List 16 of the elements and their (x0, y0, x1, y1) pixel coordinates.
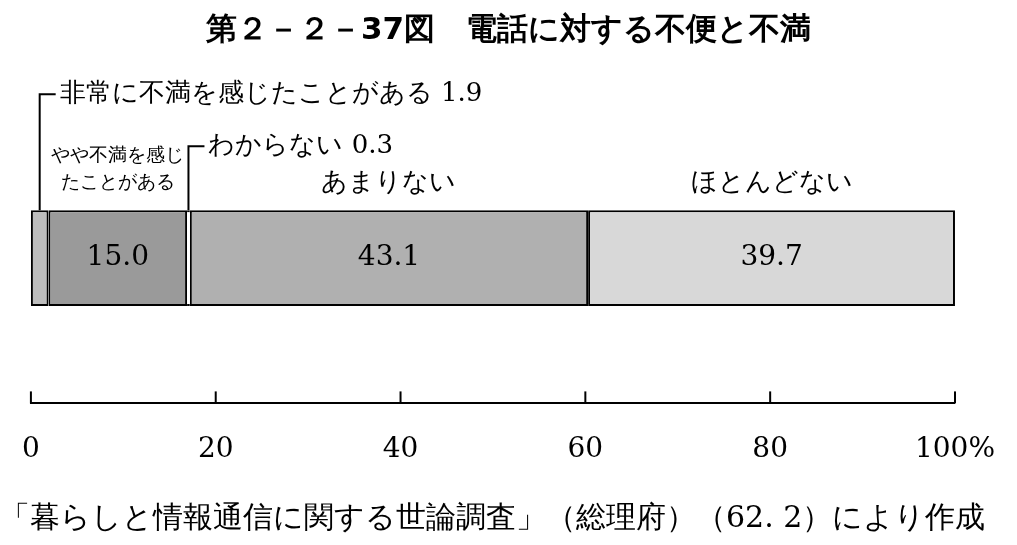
text: わからない 0.3 (208, 129, 394, 160)
series-label: やや不満を感じたことがある (51, 143, 185, 193)
text: 「暮らしと情報通信に関する世論調査」（総理府）（62. 2）により作成 (0, 498, 987, 536)
series-label: あまりない (321, 166, 457, 197)
text: 非常に不満を感じたことがある 1.9 (59, 77, 483, 108)
x-tick-label: 80 (752, 431, 788, 465)
series-label: ほとんどない (690, 166, 853, 197)
x-tick-label: 100% (914, 431, 996, 465)
x-tick-label: 0 (21, 431, 40, 465)
data-label: 39.7 (740, 239, 803, 273)
data-label: 15.0 (86, 239, 149, 273)
x-tick-label: 40 (382, 431, 419, 465)
data-label: 43.1 (357, 239, 421, 273)
x-tick-label: 60 (567, 431, 604, 465)
x-tick-label: 20 (197, 431, 234, 465)
chart-title: 第２－２－37図 電話に対する不便と不満 (204, 9, 813, 48)
